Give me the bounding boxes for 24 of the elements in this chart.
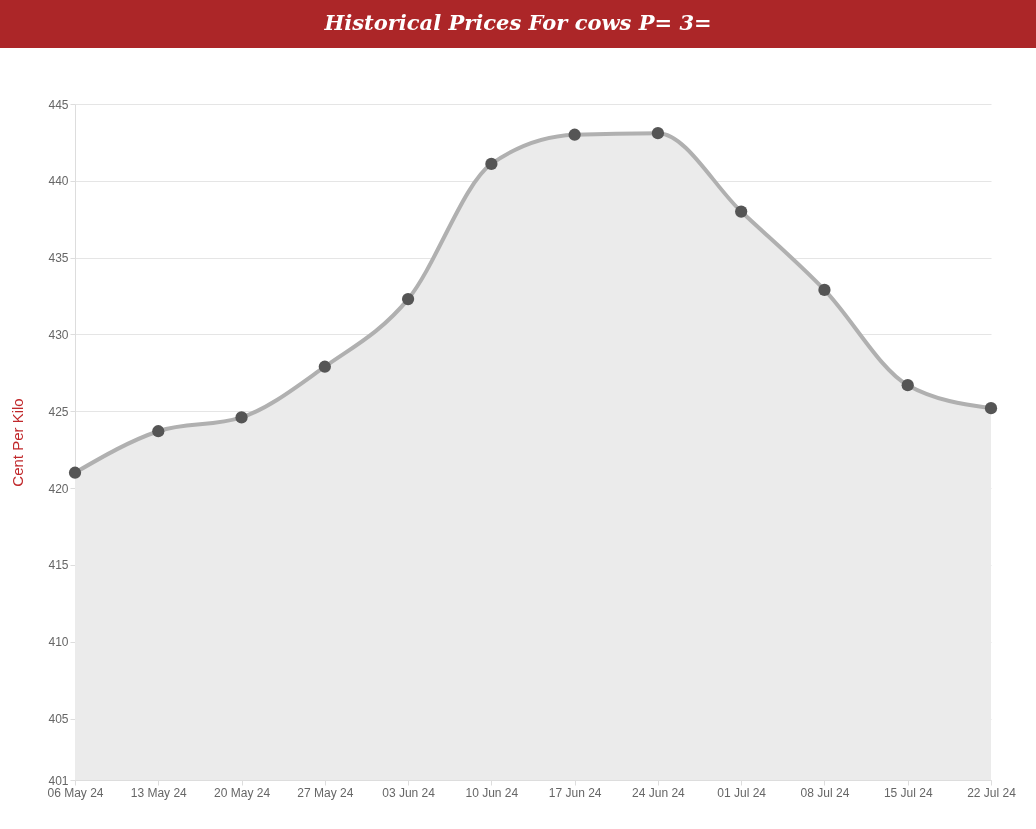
x-tick-label: 15 Jul 24 [883,785,933,800]
x-tick-label: 03 Jun 24 [382,785,436,800]
y-tick-label: 435 [48,251,69,266]
y-tick-label: 445 [48,97,69,112]
y-tick-label: 425 [48,404,69,419]
y-axis-title: Cent Per Kilo [9,398,27,487]
x-tick-label: 17 Jun 24 [548,785,602,800]
x-tick-label: 22 Jul 24 [967,785,1017,800]
chart-title: Historical Prices For cows P= 3= [0,0,1036,48]
x-tick-label: 06 May 24 [47,785,104,800]
x-tick-label: 10 Jun 24 [465,785,519,800]
y-tick-label: 430 [48,327,69,342]
y-tick-label: 415 [48,558,69,573]
y-tick-label: 410 [48,635,69,650]
x-tick-label: 13 May 24 [130,785,188,800]
x-tick-label: 20 May 24 [214,785,271,800]
y-tick-label: 405 [48,712,69,727]
x-tick-label: 24 Jun 24 [632,785,686,800]
y-tick-label: 401 [48,773,69,788]
x-tick-label: 27 May 24 [297,785,354,800]
x-tick-label: 01 Jul 24 [717,785,767,800]
y-tick-label: 420 [48,481,69,496]
x-tick-label: 08 Jul 24 [800,785,850,800]
y-tick-label: 440 [48,174,69,189]
